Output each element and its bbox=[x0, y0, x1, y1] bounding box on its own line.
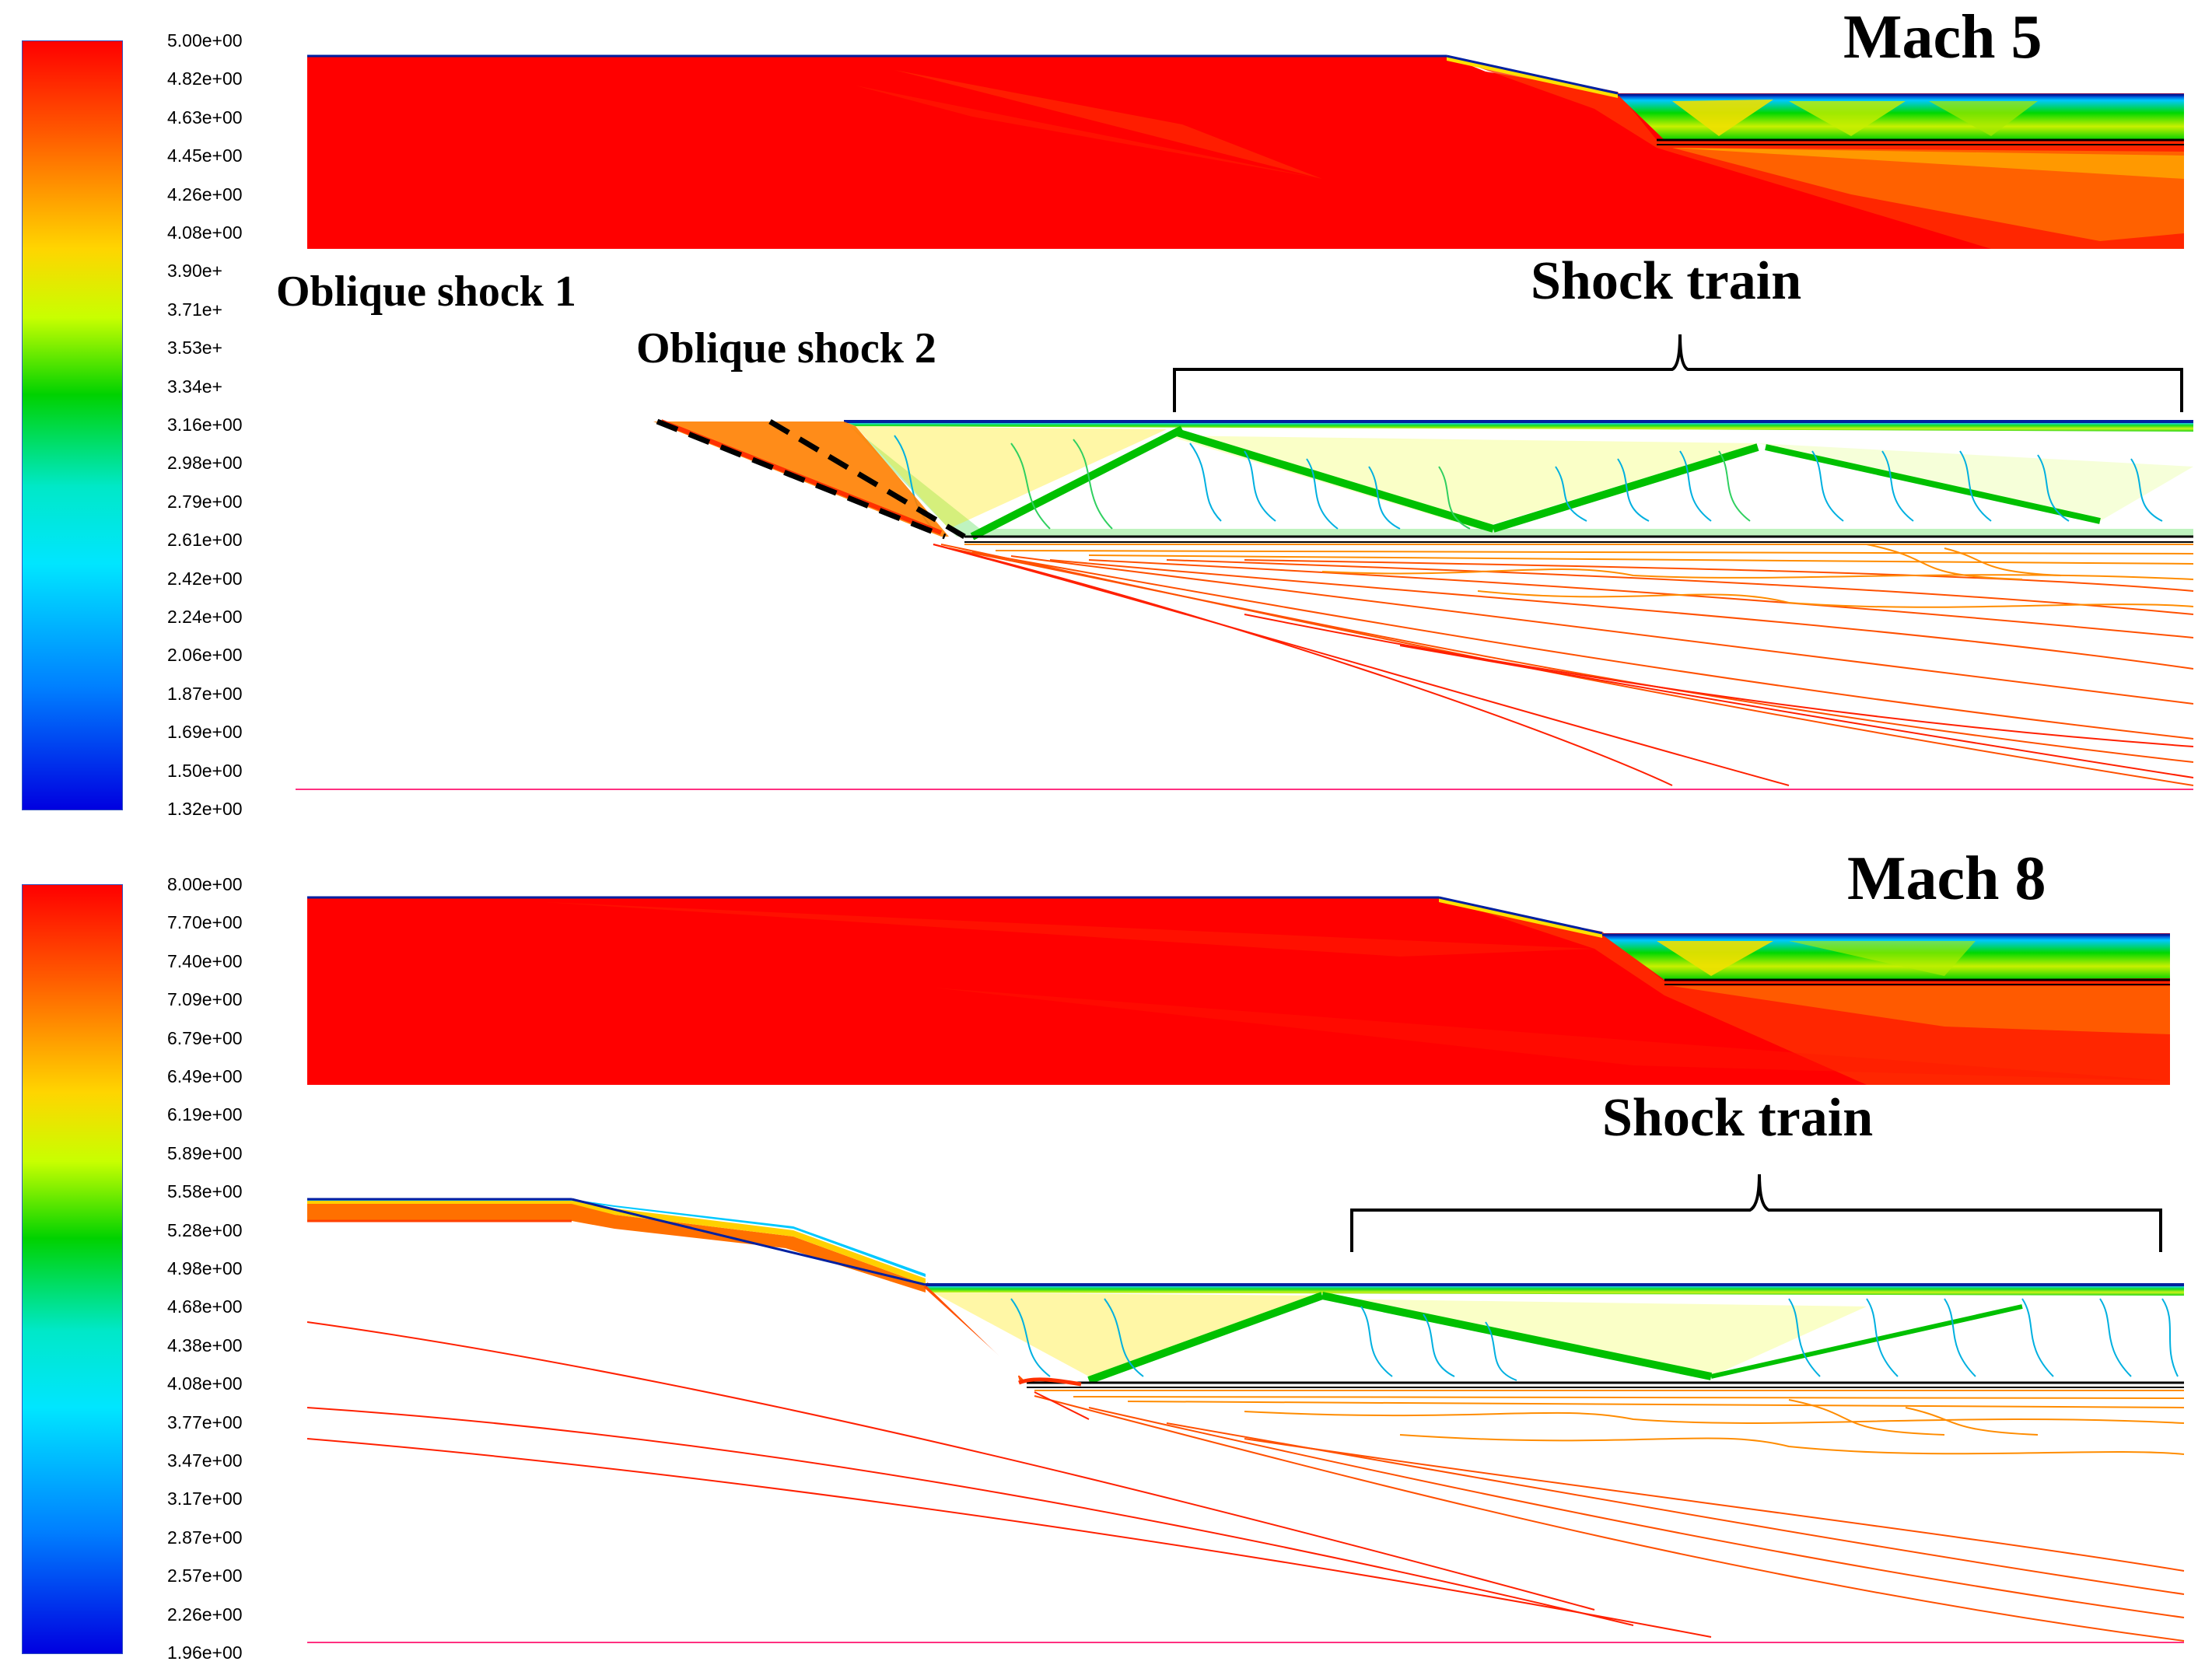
mach5-colorbar-labels: 5.00e+00 4.82e+00 4.63e+00 4.45e+00 4.26e+00… bbox=[167, 30, 284, 818]
colorbar-tick-label: 3.53e+ bbox=[167, 338, 222, 359]
colorbar-tick-label: 4.45e+00 bbox=[167, 145, 243, 166]
colorbar-tick-label: 8.00e+00 bbox=[167, 874, 243, 894]
colorbar-tick-label: 1.69e+00 bbox=[167, 722, 243, 743]
mach8-colorbar-labels: 8.00e+00 7.70e+00 7.40e+00 7.09e+00 6.79e+00… bbox=[167, 874, 284, 1662]
colorbar-tick-label: 6.49e+00 bbox=[167, 1066, 243, 1086]
colorbar-tick-label: 7.70e+00 bbox=[167, 912, 243, 933]
colorbar-tick-label: 2.87e+00 bbox=[167, 1527, 243, 1548]
colorbar-tick-label: 3.47e+00 bbox=[167, 1450, 243, 1471]
mach8-panel: 8.00e+00 7.70e+00 7.40e+00 7.09e+00 6.79e+00… bbox=[0, 832, 2212, 1664]
shock-train-label-mach8: Shock train bbox=[1602, 1088, 1874, 1148]
colorbar-tick-label: 6.79e+00 bbox=[167, 1027, 243, 1048]
colorbar-tick-label: 4.82e+00 bbox=[167, 68, 243, 89]
colorbar-tick-label: 4.38e+00 bbox=[167, 1334, 243, 1355]
colorbar-tick-label: 2.57e+00 bbox=[167, 1565, 243, 1586]
mach8-contour-lines bbox=[306, 1198, 2185, 1643]
colorbar-tick-label: 3.16e+00 bbox=[167, 415, 243, 435]
mach5-contour-lines bbox=[296, 418, 2194, 790]
mach8-contour-field bbox=[306, 896, 2185, 1643]
shock-train-label: Shock train bbox=[1531, 251, 1802, 311]
colorbar-tick-label: 1.96e+00 bbox=[167, 1642, 243, 1663]
mach8-colorbar bbox=[22, 884, 123, 1654]
colorbar-tick-label: 5.89e+00 bbox=[167, 1142, 243, 1163]
colorbar-tick-label: 3.17e+00 bbox=[167, 1488, 243, 1509]
colorbar-tick-label: 1.87e+00 bbox=[167, 683, 243, 704]
colorbar-tick-label: 4.98e+00 bbox=[167, 1258, 243, 1278]
colorbar-tick-label: 6.19e+00 bbox=[167, 1104, 243, 1125]
colorbar-tick-label: 3.71e+ bbox=[167, 299, 222, 320]
colorbar-tick-label: 2.61e+00 bbox=[167, 530, 243, 551]
colorbar-tick-label: 2.06e+00 bbox=[167, 645, 243, 666]
colorbar-tick-label: 5.58e+00 bbox=[167, 1181, 243, 1202]
oblique-shock-2-label: Oblique shock 2 bbox=[636, 324, 936, 373]
mach8-title: Mach 8 bbox=[1847, 845, 2046, 913]
colorbar-tick-label: 1.32e+00 bbox=[167, 799, 243, 819]
colorbar-tick-label: 4.68e+00 bbox=[167, 1296, 243, 1317]
colorbar-tick-label: 3.77e+00 bbox=[167, 1411, 243, 1432]
colorbar-tick-label: 1.50e+00 bbox=[167, 760, 243, 781]
colorbar-tick-label: 7.40e+00 bbox=[167, 950, 243, 971]
colorbar-tick-label: 4.08e+00 bbox=[167, 222, 243, 243]
colorbar-tick-label: 4.63e+00 bbox=[167, 107, 243, 128]
colorbar-tick-label: 4.26e+00 bbox=[167, 184, 243, 205]
colorbar-tick-label: 5.28e+00 bbox=[167, 1219, 243, 1240]
mach5-filled-contour bbox=[307, 54, 2184, 249]
mach5-panel: 5.00e+00 4.82e+00 4.63e+00 4.45e+00 4.26e+00… bbox=[0, 0, 2212, 832]
colorbar-tick-label: 2.42e+00 bbox=[167, 568, 243, 589]
colorbar-tick-label: 2.26e+00 bbox=[167, 1604, 243, 1625]
colorbar-tick-label: 2.24e+00 bbox=[167, 607, 243, 627]
colorbar-tick-label: 4.08e+00 bbox=[167, 1373, 243, 1394]
colorbar-tick-label: 3.34e+ bbox=[167, 376, 222, 397]
colorbar-tick-label: 7.09e+00 bbox=[167, 989, 243, 1010]
colorbar-tick-label: 2.98e+00 bbox=[167, 453, 243, 474]
mach8-filled-contour bbox=[307, 896, 2170, 1085]
colorbar-tick-label: 5.00e+00 bbox=[167, 30, 243, 51]
mach5-title: Mach 5 bbox=[1843, 3, 2042, 72]
colorbar-tick-label: 2.79e+00 bbox=[167, 491, 243, 512]
colorbar-tick-label: 3.90e+ bbox=[167, 261, 222, 282]
mach5-colorbar bbox=[22, 40, 123, 810]
oblique-shock-1-label: Oblique shock 1 bbox=[276, 268, 576, 316]
mach5-contour-field bbox=[296, 54, 2194, 790]
